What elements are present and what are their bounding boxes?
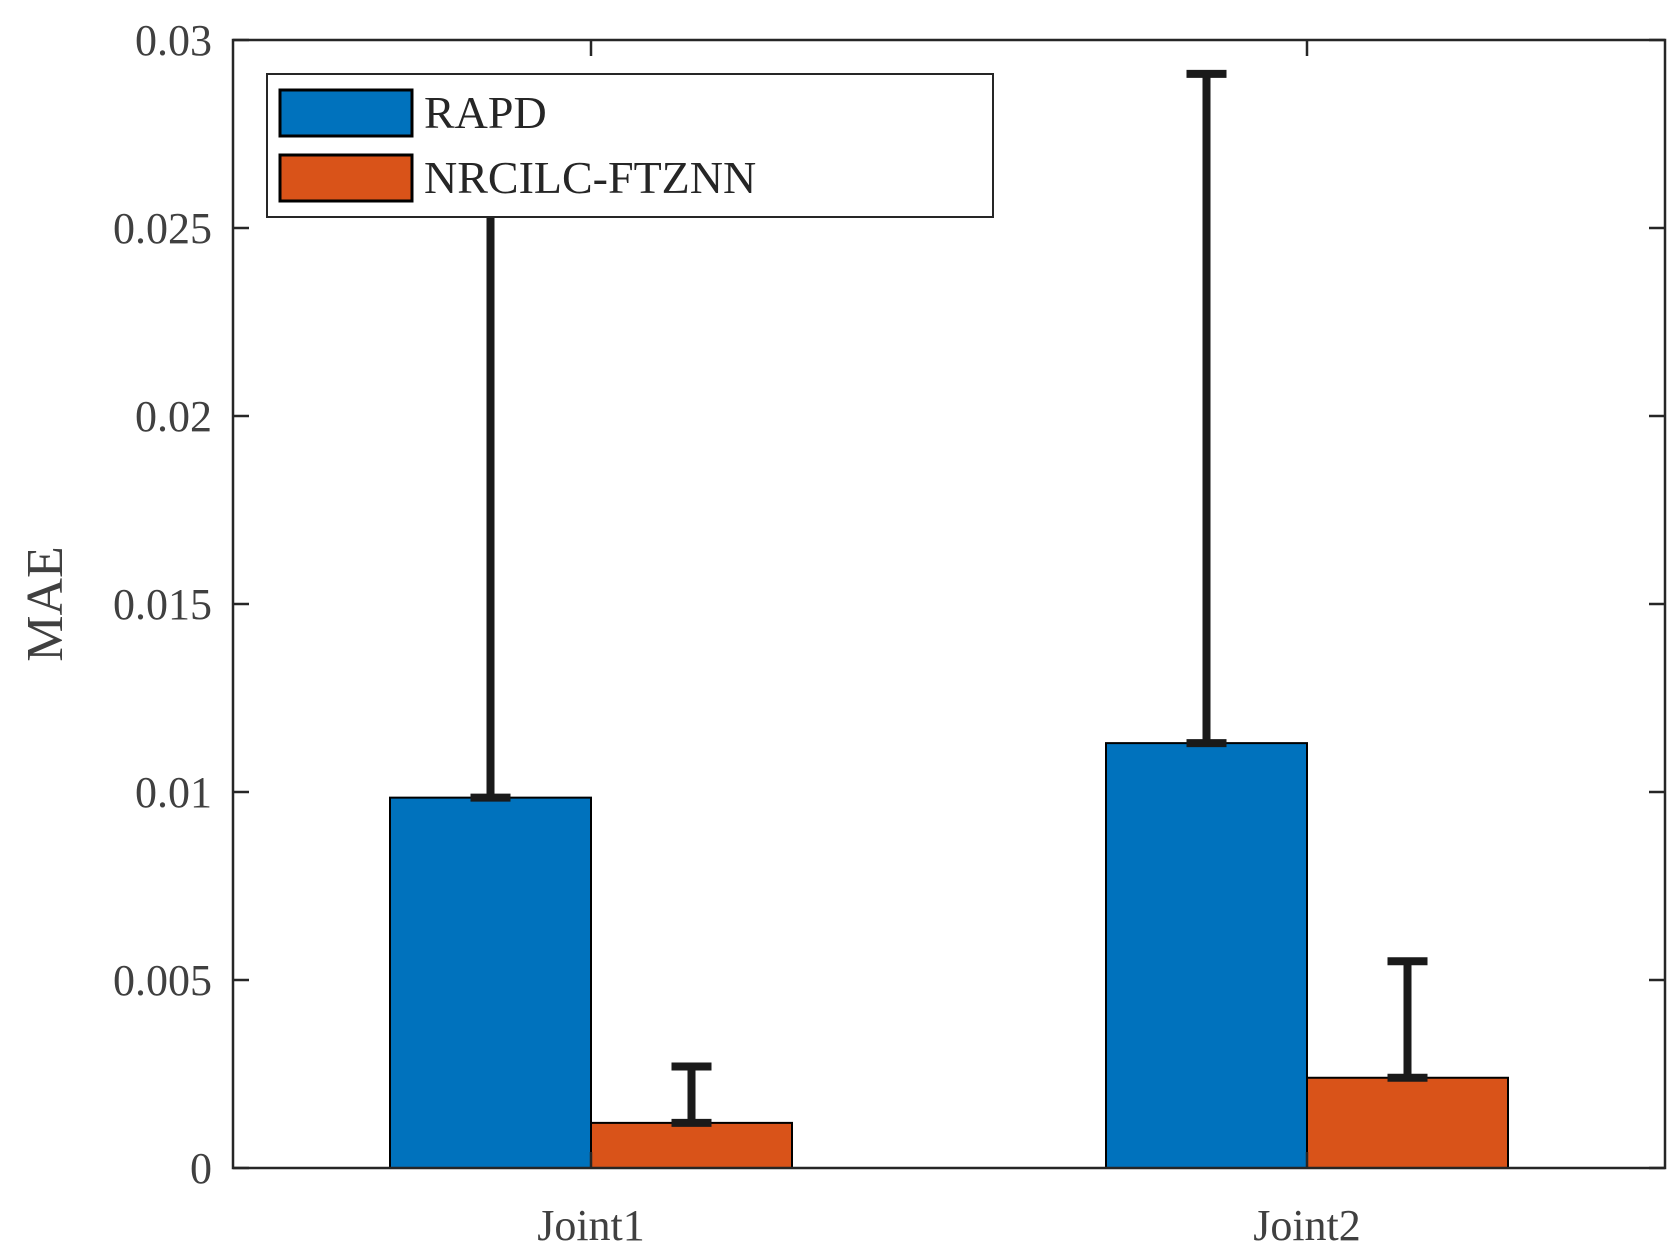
error-bars-layer bbox=[470, 69, 1428, 1127]
bar-rapd-joint1 bbox=[389, 796, 592, 1169]
y-tick-label: 0.015 bbox=[113, 580, 212, 629]
y-tick-label: 0 bbox=[190, 1144, 212, 1193]
legend-swatch-nrcilc-ftznn bbox=[278, 153, 414, 203]
x-tick-label-joint1: Joint1 bbox=[537, 1201, 645, 1250]
bar-rapd-joint2 bbox=[1105, 742, 1308, 1169]
bars-layer bbox=[389, 742, 1509, 1170]
x-tick-label-joint2: Joint2 bbox=[1253, 1201, 1361, 1250]
legend-label-nrcilc-ftznn: NRCILC-FTZNN bbox=[424, 152, 756, 203]
y-tick-label: 0.03 bbox=[135, 16, 212, 65]
y-tick-label: 0.01 bbox=[135, 768, 212, 817]
y-tick-label: 0.025 bbox=[113, 204, 212, 253]
legend-swatch-rapd bbox=[278, 88, 414, 138]
bar-nrcilc-ftznn-joint2 bbox=[1306, 1076, 1509, 1170]
y-tick-label: 0.02 bbox=[135, 392, 212, 441]
y-tick-label: 0.005 bbox=[113, 956, 212, 1005]
ticks-layer: Joint1 Joint2 0 0.005 0.01 0.015 0.02 0.025 0.03 bbox=[113, 16, 1665, 1250]
y-axis-title: MAE bbox=[17, 546, 74, 662]
bar-nrcilc-ftznn-joint1 bbox=[590, 1121, 793, 1170]
legend: RAPD NRCILC-FTZNN bbox=[266, 73, 994, 218]
legend-label-rapd: RAPD bbox=[424, 87, 547, 138]
